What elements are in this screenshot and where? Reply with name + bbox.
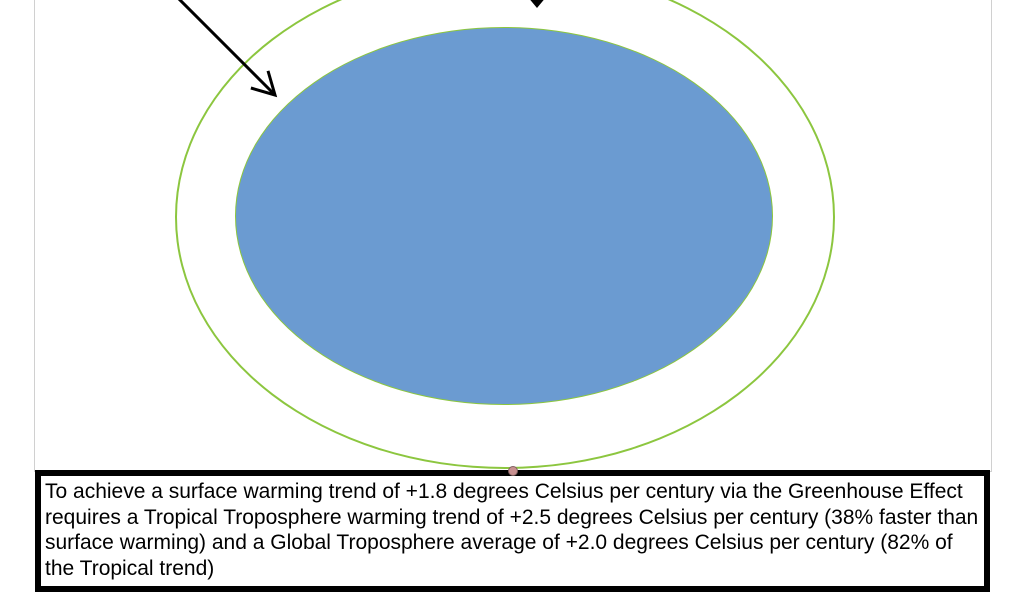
inner-ellipse: [235, 27, 773, 405]
resize-handle[interactable]: [508, 466, 518, 476]
caption-text: To achieve a surface warming trend of +1…: [45, 479, 980, 581]
caption-box[interactable]: To achieve a surface warming trend of +1…: [35, 470, 990, 592]
